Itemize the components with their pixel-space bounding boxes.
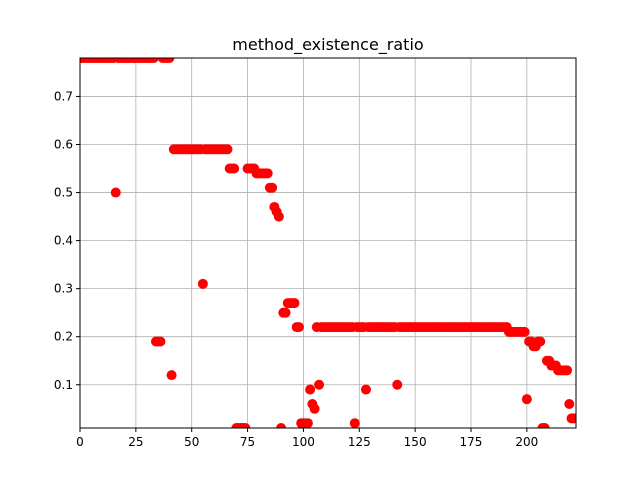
- x-tick-label: 150: [404, 435, 427, 449]
- data-point: [164, 58, 175, 63]
- plot-frame: [79, 57, 577, 429]
- data-points: [80, 58, 576, 428]
- x-tick-label: 175: [460, 435, 483, 449]
- y-tick-label: 0.6: [54, 137, 73, 151]
- data-point: [392, 379, 403, 390]
- data-point: [280, 307, 291, 318]
- data-point: [240, 423, 251, 428]
- data-point: [110, 187, 121, 198]
- data-point: [562, 365, 573, 376]
- y-tick-label: 0.3: [54, 282, 73, 296]
- data-point: [521, 394, 532, 405]
- x-tick-label: 0: [76, 435, 84, 449]
- data-point: [289, 298, 300, 309]
- data-point: [539, 423, 550, 428]
- y-tick-label: 0.5: [54, 186, 73, 200]
- data-point: [309, 403, 320, 414]
- data-point: [293, 322, 304, 333]
- x-tick-label: 50: [184, 435, 199, 449]
- data-point: [155, 336, 166, 347]
- x-tick-label: 200: [515, 435, 538, 449]
- x-tick-label: 125: [348, 435, 371, 449]
- y-axis-ticks: 0.1 0.2 0.3 0.4 0.5 0.6 0.7: [54, 89, 80, 392]
- y-tick-label: 0.2: [54, 330, 73, 344]
- grid: [79, 58, 576, 428]
- data-point: [535, 336, 546, 347]
- data-point: [229, 163, 240, 174]
- x-axis-ticks: 0 25 50 75 100 125 150 175 200: [76, 428, 538, 449]
- data-point: [349, 418, 360, 428]
- x-tick-label: 25: [128, 435, 143, 449]
- data-point: [568, 413, 576, 424]
- x-tick-label: 75: [240, 435, 255, 449]
- data-point: [519, 326, 530, 337]
- data-point: [360, 384, 371, 395]
- data-point: [148, 58, 159, 63]
- data-point: [276, 423, 287, 428]
- y-tick-label: 0.4: [54, 234, 73, 248]
- data-point: [273, 211, 284, 222]
- y-tick-label: 0.1: [54, 378, 73, 392]
- data-point: [305, 384, 316, 395]
- y-tick-label: 0.7: [54, 89, 73, 103]
- data-point: [302, 418, 313, 428]
- data-point: [267, 182, 278, 193]
- x-tick-label: 100: [292, 435, 315, 449]
- data-point: [262, 168, 273, 179]
- data-point: [222, 144, 233, 155]
- data-point: [564, 398, 575, 409]
- chart-title: method_existence_ratio: [232, 35, 423, 55]
- data-point: [314, 379, 325, 390]
- data-point: [166, 370, 177, 381]
- data-point: [197, 278, 208, 289]
